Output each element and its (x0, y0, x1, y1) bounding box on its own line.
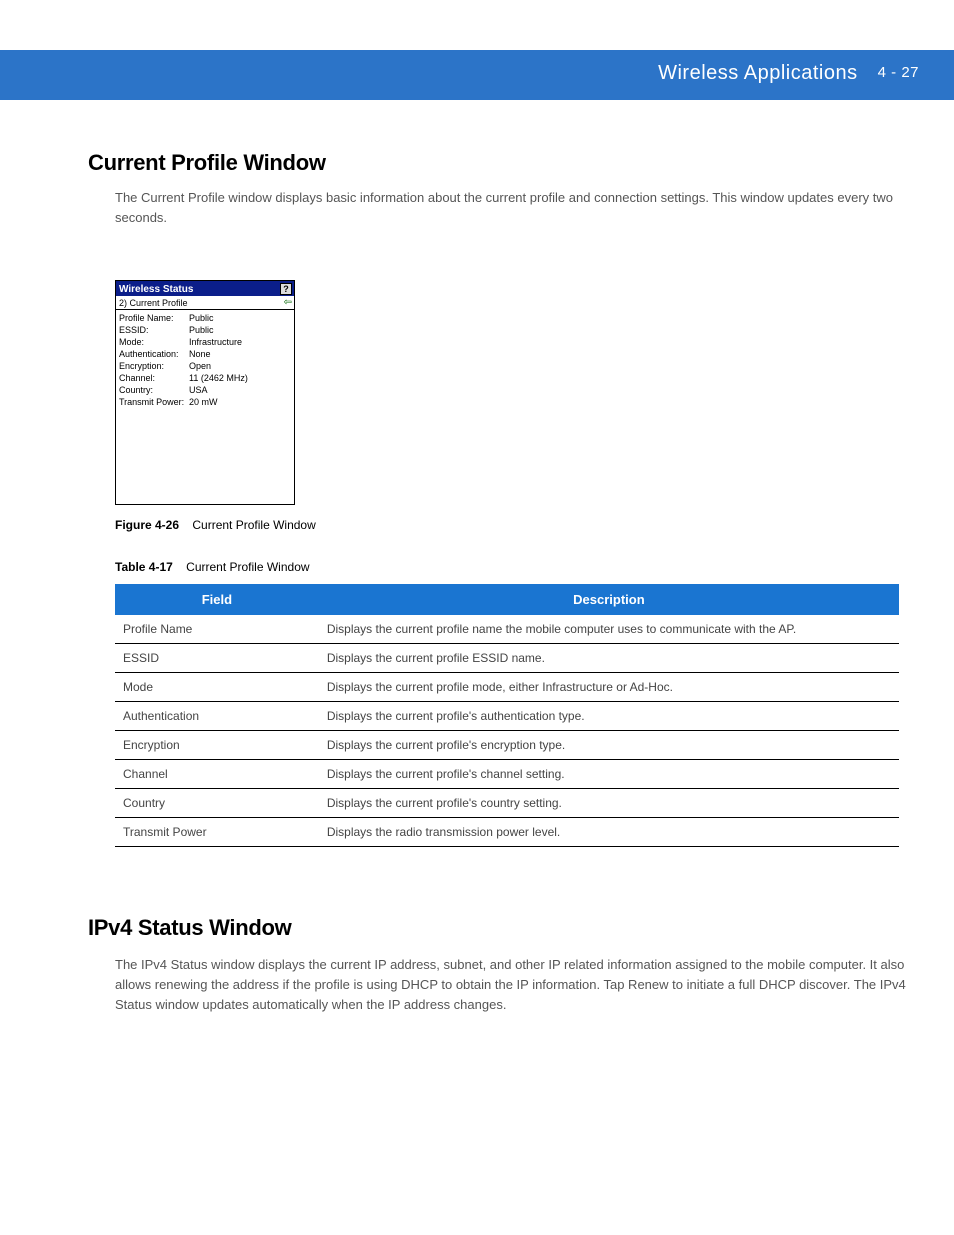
header-title-block: Wireless Applications 4 - 27 (658, 62, 919, 85)
row-value: USA (189, 384, 208, 396)
row-label: Profile Name: (119, 312, 189, 324)
row-label: ESSID: (119, 324, 189, 336)
profile-row: Country: USA (119, 384, 291, 396)
figure-caption: Figure 4-26 Current Profile Window (115, 518, 316, 532)
cell-description: Displays the current profile name the mo… (319, 615, 899, 644)
current-profile-intro: The Current Profile window displays basi… (115, 188, 909, 228)
table-number: Table 4-17 (115, 560, 173, 574)
cell-description: Displays the current profile's country s… (319, 789, 899, 818)
profile-row: Channel: 11 (2462 MHz) (119, 372, 291, 384)
cell-description: Displays the current profile mode, eithe… (319, 673, 899, 702)
chapter-title: Wireless Applications (658, 62, 857, 84)
col-description: Description (319, 584, 899, 615)
figure-caption-text: Current Profile Window (192, 518, 315, 532)
row-value: Public (189, 324, 214, 336)
cell-description: Displays the current profile ESSID name. (319, 644, 899, 673)
cell-description: Displays the current profile's encryptio… (319, 731, 899, 760)
window-subbar: 2) Current Profile ⇦ (116, 296, 294, 310)
help-icon[interactable]: ? (280, 283, 292, 295)
cell-field: Profile Name (115, 615, 319, 644)
cell-field: Transmit Power (115, 818, 319, 847)
window-titlebar: Wireless Status ? (116, 281, 294, 296)
subbar-label: 2) Current Profile (119, 298, 188, 308)
table-row: Country Displays the current profile's c… (115, 789, 899, 818)
table-row: Channel Displays the current profile's c… (115, 760, 899, 789)
profile-row: Mode: Infrastructure (119, 336, 291, 348)
window-body: Profile Name: Public ESSID: Public Mode:… (116, 310, 294, 410)
cell-field: Country (115, 789, 319, 818)
cell-description: Displays the radio transmission power le… (319, 818, 899, 847)
table-row: Authentication Displays the current prof… (115, 702, 899, 731)
row-label: Country: (119, 384, 189, 396)
profile-row: Profile Name: Public (119, 312, 291, 324)
table-row: Transmit Power Displays the radio transm… (115, 818, 899, 847)
section-title-ipv4: IPv4 Status Window (88, 915, 291, 941)
cell-description: Displays the current profile's channel s… (319, 760, 899, 789)
description-table: Field Description Profile Name Displays … (115, 584, 899, 847)
table-caption: Table 4-17 Current Profile Window (115, 560, 899, 574)
row-value: 20 mW (189, 396, 218, 408)
section-title-current-profile: Current Profile Window (88, 150, 326, 176)
cell-field: Authentication (115, 702, 319, 731)
profile-row: ESSID: Public (119, 324, 291, 336)
row-value: None (189, 348, 211, 360)
table-row: Encryption Displays the current profile'… (115, 731, 899, 760)
table-row: Profile Name Displays the current profil… (115, 615, 899, 644)
wireless-status-window: Wireless Status ? 2) Current Profile ⇦ P… (115, 280, 295, 505)
page-number: 4 - 27 (878, 64, 919, 81)
table-header-row: Field Description (115, 584, 899, 615)
ipv4-intro: The IPv4 Status window displays the curr… (115, 955, 909, 1015)
page-header-band: Wireless Applications 4 - 27 (0, 50, 954, 100)
figure-number: Figure 4-26 (115, 518, 179, 532)
back-arrow-icon[interactable]: ⇦ (284, 297, 292, 308)
cell-field: Encryption (115, 731, 319, 760)
profile-row: Encryption: Open (119, 360, 291, 372)
row-value: Open (189, 360, 211, 372)
cell-field: Channel (115, 760, 319, 789)
profile-row: Transmit Power: 20 mW (119, 396, 291, 408)
cell-description: Displays the current profile's authentic… (319, 702, 899, 731)
profile-row: Authentication: None (119, 348, 291, 360)
cell-field: Mode (115, 673, 319, 702)
row-value: 11 (2462 MHz) (189, 372, 248, 384)
table-row: Mode Displays the current profile mode, … (115, 673, 899, 702)
window-title: Wireless Status (119, 284, 193, 295)
col-field: Field (115, 584, 319, 615)
table-caption-text: Current Profile Window (186, 560, 309, 574)
row-label: Mode: (119, 336, 189, 348)
row-label: Authentication: (119, 348, 189, 360)
row-label: Channel: (119, 372, 189, 384)
row-value: Infrastructure (189, 336, 242, 348)
cell-field: ESSID (115, 644, 319, 673)
row-label: Encryption: (119, 360, 189, 372)
row-label: Transmit Power: (119, 396, 189, 408)
row-value: Public (189, 312, 214, 324)
table-row: ESSID Displays the current profile ESSID… (115, 644, 899, 673)
